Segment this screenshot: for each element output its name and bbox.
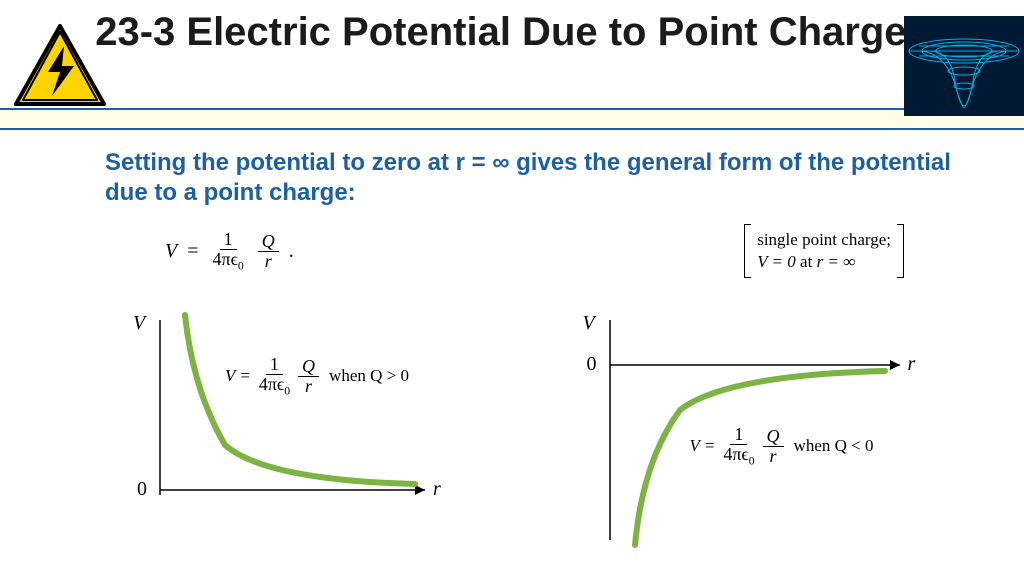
formula-eq: = — [187, 240, 198, 263]
formula-lhs: V — [165, 240, 177, 263]
charts-container: V 0 r V = 1 4πϵ0 Q r when Q > 0 V 0 r — [115, 310, 964, 556]
hazard-icon — [10, 22, 110, 112]
chart-condition: when Q > 0 — [329, 366, 409, 386]
condition-box: single point charge; V = 0 at r = ∞ — [744, 224, 904, 278]
chart-formula-positive: V = 1 4πϵ0 Q r when Q > 0 — [225, 355, 409, 398]
y-axis-label: V — [133, 312, 145, 335]
formula-frac1: 1 4πϵ0 — [209, 230, 248, 273]
x-axis-label: r — [433, 478, 441, 501]
formula-dot: . — [289, 240, 294, 263]
condition-line2: V = 0 at r = ∞ — [757, 251, 891, 273]
formula-row: V = 1 4πϵ0 Q r . single point charge; V … — [165, 224, 904, 278]
zero-label: 0 — [587, 353, 597, 376]
potential-well-icon — [904, 16, 1024, 116]
zero-label: 0 — [137, 478, 147, 501]
chart-negative: V 0 r V = 1 4πϵ0 Q r when Q < 0 — [565, 310, 965, 556]
condition-line1: single point charge; — [757, 229, 891, 251]
chart-positive: V 0 r V = 1 4πϵ0 Q r when Q > 0 — [115, 310, 515, 556]
y-axis-label: V — [583, 312, 595, 335]
chart-formula-negative: V = 1 4πϵ0 Q r when Q < 0 — [690, 425, 874, 468]
formula-frac2: Q r — [258, 232, 279, 271]
header-band — [0, 108, 1024, 130]
main-formula: V = 1 4πϵ0 Q r . — [165, 230, 294, 273]
page-title: 23-3 Electric Potential Due to Point Cha… — [0, 0, 1024, 56]
subtitle: Setting the potential to zero at r = ∞ g… — [105, 148, 954, 208]
x-axis-label: r — [908, 353, 916, 376]
chart-condition: when Q < 0 — [794, 436, 874, 456]
